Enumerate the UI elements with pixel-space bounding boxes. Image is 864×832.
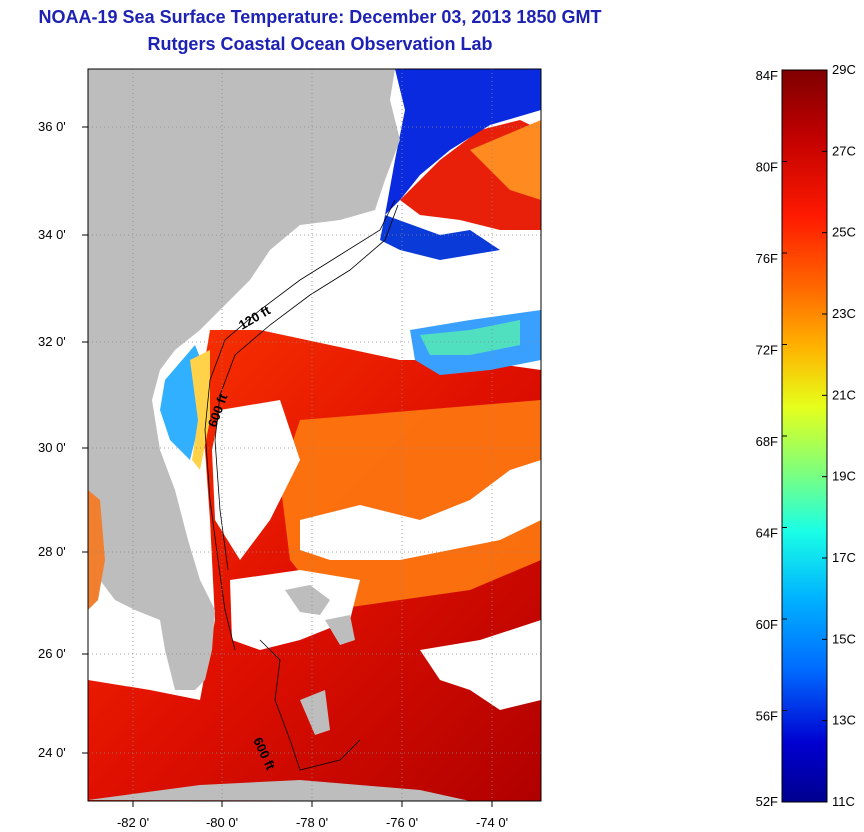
land-bahamas bbox=[325, 615, 355, 645]
cloud-patch bbox=[200, 200, 541, 350]
colorbar-celsius-label: 27C bbox=[832, 143, 856, 158]
colorbar-celsius-label: 29C bbox=[832, 62, 856, 77]
sst-orange-north bbox=[470, 120, 541, 200]
colorbar-celsius-label: 15C bbox=[832, 631, 856, 646]
map-plot-area: 120 ft 600 ft 600 ft bbox=[88, 69, 541, 801]
colorbar-fahrenheit-label: 52F bbox=[756, 794, 778, 809]
colorbar: 84F 80F 76F 72F 68F 64F 60F 56F 52F 29C 27C 25C 23C… bbox=[756, 62, 856, 809]
colorbar-fahrenheit-label: 68F bbox=[756, 434, 778, 449]
lat-label: 26 0' bbox=[38, 646, 66, 661]
plot-frame bbox=[87, 68, 542, 802]
colorbar-fahrenheit-label: 60F bbox=[756, 617, 778, 632]
cloud-patch bbox=[420, 620, 541, 710]
lon-label: -80 0' bbox=[206, 815, 238, 830]
sst-cool-nearshore-yellow bbox=[190, 350, 210, 470]
lat-label: 32 0' bbox=[38, 334, 66, 349]
colorbar-celsius-label: 19C bbox=[832, 469, 856, 484]
sst-cold-shelf-north bbox=[385, 69, 541, 215]
lat-label: 36 0' bbox=[38, 119, 66, 134]
lat-label: 30 0' bbox=[38, 440, 66, 455]
map-title: NOAA-19 Sea Surface Temperature: Decembe… bbox=[38, 7, 602, 27]
colorbar-celsius-label: 25C bbox=[832, 225, 856, 240]
cloud-patch bbox=[212, 400, 300, 560]
lat-label: 34 0' bbox=[38, 227, 66, 242]
colorbar-fahrenheit-label: 80F bbox=[756, 160, 778, 175]
colorbar-celsius-label: 11C bbox=[832, 794, 855, 809]
isobath-line bbox=[214, 204, 399, 571]
colorbar-celsius-label: 13C bbox=[832, 713, 856, 728]
cloud-patch bbox=[230, 570, 360, 650]
land-cuba bbox=[88, 780, 470, 801]
colorbar-fahrenheit-label: 64F bbox=[756, 526, 778, 541]
colorbar-fahrenheit-label: 84F bbox=[756, 68, 778, 83]
colorbar-fahrenheit-label: 76F bbox=[756, 251, 778, 266]
cloud-patch bbox=[300, 460, 541, 560]
map-subtitle: Rutgers Coastal Ocean Observation Lab bbox=[147, 34, 493, 54]
isobath-line bbox=[204, 199, 396, 651]
sst-cold-band-cyan bbox=[420, 320, 520, 355]
colorbar-celsius-label: 23C bbox=[832, 306, 856, 321]
land-bahamas bbox=[285, 585, 330, 615]
colorbar-fahrenheit-label: 72F bbox=[756, 343, 778, 358]
colorbar-fahrenheit-label: 56F bbox=[756, 709, 778, 724]
sst-cold-shelf-mid bbox=[380, 215, 500, 260]
land-mainland bbox=[88, 69, 400, 690]
longitude-labels: -82 0' -80 0' -78 0' -76 0' -74 0' bbox=[117, 815, 508, 830]
colorbar-celsius-label: 17C bbox=[832, 550, 856, 565]
lon-label: -74 0' bbox=[476, 815, 508, 830]
lat-label: 28 0' bbox=[38, 544, 66, 559]
latitude-labels: 36 0' 34 0' 32 0' 30 0' 28 0' 26 0' 24 0… bbox=[38, 119, 66, 760]
lon-label: -82 0' bbox=[117, 815, 149, 830]
colorbar-celsius-label: 21C bbox=[832, 387, 856, 402]
sst-west-gulf bbox=[88, 490, 105, 610]
isobath-line bbox=[259, 639, 361, 771]
land-bahamas bbox=[300, 690, 330, 735]
axis-ticks bbox=[82, 126, 493, 807]
colorbar-gradient bbox=[781, 69, 828, 803]
lat-label: 24 0' bbox=[38, 745, 66, 760]
lon-label: -78 0' bbox=[296, 815, 328, 830]
lon-label: -76 0' bbox=[386, 815, 418, 830]
